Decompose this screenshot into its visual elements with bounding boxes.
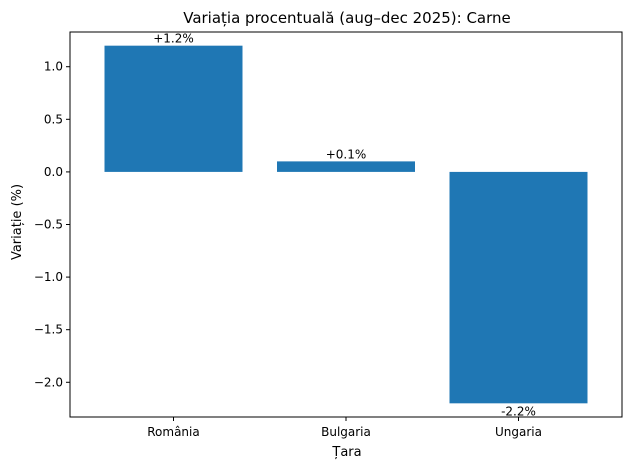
bar-value-label-2: -2.2% bbox=[501, 404, 536, 418]
bar-value-label-0: +1.2% bbox=[153, 32, 194, 46]
bar-0 bbox=[104, 45, 243, 172]
y-tick-label-6: −2.0 bbox=[34, 375, 63, 389]
y-tick-label-2: 0.0 bbox=[44, 165, 63, 179]
y-tick-label-3: −0.5 bbox=[34, 218, 63, 232]
bar-2 bbox=[449, 171, 588, 404]
bar-value-label-1: +0.1% bbox=[326, 147, 367, 161]
y-tick-label-5: −1.5 bbox=[34, 323, 63, 337]
x-tick-label-2: Ungaria bbox=[495, 425, 542, 439]
bar-labels-group: +1.2% +0.1% -2.2% bbox=[153, 32, 536, 419]
y-tick-label-4: −1.0 bbox=[34, 270, 63, 284]
y-tick-label-0: 1.0 bbox=[44, 60, 63, 74]
bars-group bbox=[104, 45, 588, 404]
y-axis-label: Variație (%) bbox=[10, 184, 25, 260]
x-axis-label: Țara bbox=[331, 445, 361, 460]
chart-title: Variația procentuală (aug–dec 2025): Car… bbox=[183, 9, 511, 27]
y-axis: 1.0 0.5 0.0 −0.5 −1.0 −1.5 −2.0 bbox=[34, 60, 70, 389]
x-tick-label-0: România bbox=[147, 425, 199, 439]
y-tick-label-1: 0.5 bbox=[44, 112, 63, 126]
x-tick-label-1: Bulgaria bbox=[321, 425, 371, 439]
bar-1 bbox=[277, 161, 415, 172]
x-axis: România Bulgaria Ungaria bbox=[147, 417, 542, 439]
